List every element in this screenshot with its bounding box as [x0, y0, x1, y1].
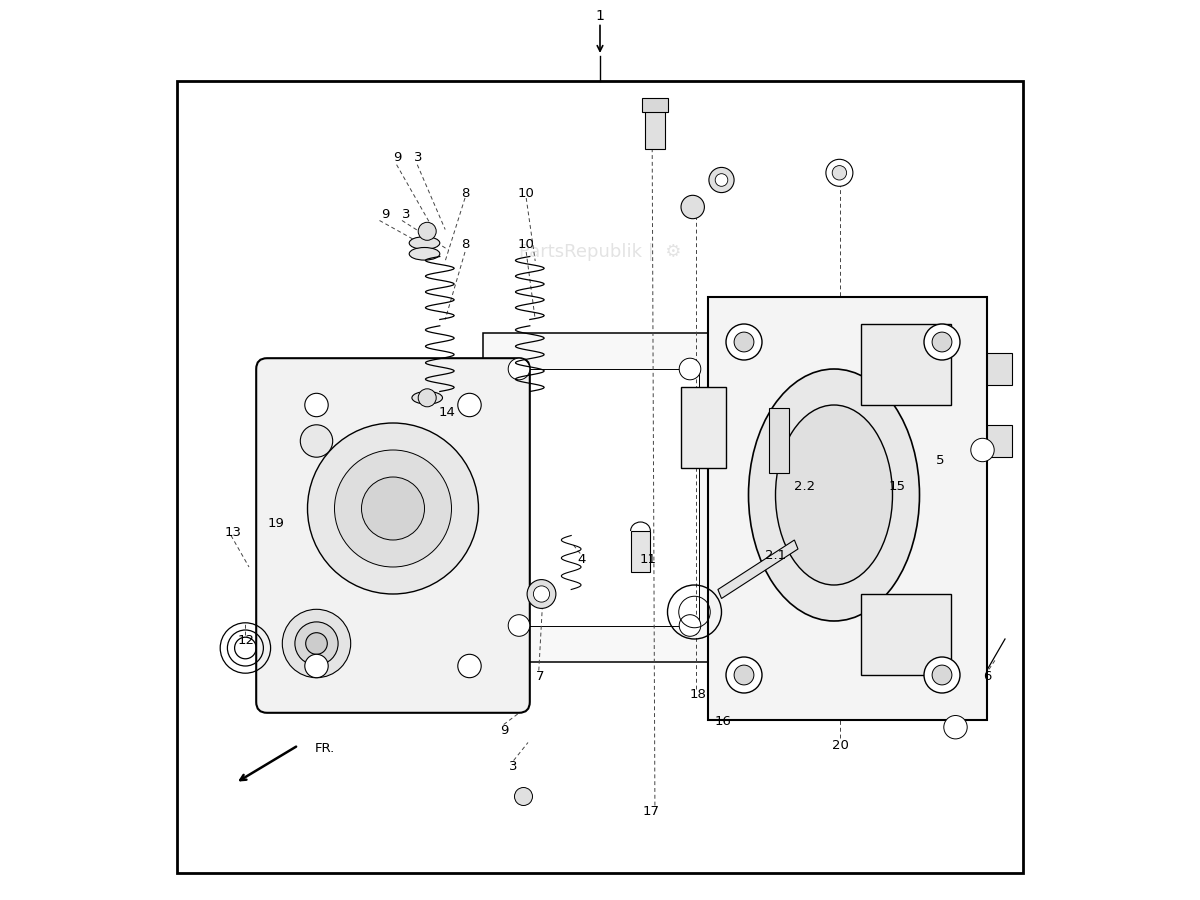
Bar — [769, 408, 790, 472]
Ellipse shape — [409, 248, 440, 260]
Circle shape — [924, 324, 960, 360]
Text: 7: 7 — [535, 670, 544, 683]
Text: 5: 5 — [936, 454, 944, 467]
Text: 10: 10 — [517, 238, 535, 251]
Text: 3: 3 — [414, 151, 422, 164]
Text: 19: 19 — [268, 518, 284, 530]
Text: 14: 14 — [438, 406, 456, 419]
Bar — [631, 531, 650, 572]
Circle shape — [932, 665, 952, 685]
Ellipse shape — [409, 237, 440, 249]
Circle shape — [509, 615, 530, 636]
Circle shape — [361, 477, 425, 540]
Text: PartsRepublik |  ⚙: PartsRepublik | ⚙ — [518, 495, 682, 513]
Circle shape — [305, 654, 329, 678]
Circle shape — [734, 665, 754, 685]
Circle shape — [679, 615, 701, 636]
Circle shape — [680, 195, 704, 219]
Circle shape — [826, 159, 853, 186]
Text: FR.: FR. — [314, 742, 335, 755]
Bar — [482, 333, 726, 662]
Text: 16: 16 — [715, 716, 732, 728]
Circle shape — [709, 167, 734, 193]
Text: 2.2: 2.2 — [793, 480, 815, 492]
Circle shape — [679, 358, 701, 380]
Circle shape — [832, 166, 847, 180]
Text: 3: 3 — [509, 760, 518, 773]
Circle shape — [734, 332, 754, 352]
Circle shape — [335, 450, 451, 567]
Circle shape — [509, 358, 530, 380]
Circle shape — [306, 633, 328, 654]
Ellipse shape — [775, 405, 893, 585]
Text: 2.1: 2.1 — [764, 549, 786, 562]
Bar — [862, 324, 952, 405]
Bar — [708, 297, 986, 720]
Circle shape — [726, 657, 762, 693]
Text: 4: 4 — [577, 554, 586, 566]
Text: 9: 9 — [394, 151, 402, 164]
Text: PartsRepublik |  ⚙: PartsRepublik | ⚙ — [518, 378, 682, 396]
Bar — [642, 98, 667, 112]
Ellipse shape — [749, 369, 919, 621]
Bar — [510, 369, 698, 626]
Text: PartsRepublik |  ⚙: PartsRepublik | ⚙ — [518, 243, 682, 261]
Circle shape — [943, 716, 967, 739]
Circle shape — [300, 425, 332, 457]
Text: PartsRepublik |  ⚙: PartsRepublik | ⚙ — [518, 612, 682, 630]
Text: 13: 13 — [224, 526, 241, 539]
Text: 8: 8 — [461, 238, 469, 251]
Bar — [646, 108, 665, 148]
Circle shape — [419, 389, 437, 407]
Text: 17: 17 — [643, 806, 660, 818]
Circle shape — [458, 393, 481, 417]
Bar — [986, 425, 1013, 457]
Circle shape — [924, 657, 960, 693]
Polygon shape — [718, 540, 798, 598]
Bar — [862, 594, 952, 675]
Bar — [178, 81, 1022, 873]
Circle shape — [295, 622, 338, 665]
Circle shape — [932, 332, 952, 352]
Text: 11: 11 — [640, 554, 656, 566]
FancyBboxPatch shape — [682, 387, 726, 468]
Circle shape — [527, 580, 556, 608]
Bar — [986, 353, 1013, 385]
Text: 10: 10 — [517, 187, 535, 200]
Circle shape — [282, 609, 350, 678]
Circle shape — [533, 586, 550, 602]
Circle shape — [458, 654, 481, 678]
Text: 18: 18 — [690, 688, 707, 701]
Circle shape — [971, 438, 995, 462]
Ellipse shape — [412, 392, 443, 404]
Text: 9: 9 — [382, 208, 390, 220]
Text: 1: 1 — [595, 9, 605, 23]
FancyBboxPatch shape — [257, 358, 530, 713]
Circle shape — [715, 174, 727, 186]
Text: 15: 15 — [888, 480, 906, 492]
Text: 12: 12 — [238, 634, 254, 647]
Circle shape — [305, 393, 329, 417]
Text: 9: 9 — [500, 724, 509, 737]
Circle shape — [307, 423, 479, 594]
Text: 3: 3 — [402, 208, 410, 220]
Circle shape — [726, 324, 762, 360]
Text: 8: 8 — [461, 187, 469, 200]
Circle shape — [515, 788, 533, 806]
Text: 20: 20 — [832, 739, 848, 752]
Text: 6: 6 — [983, 670, 991, 683]
Circle shape — [419, 222, 437, 240]
